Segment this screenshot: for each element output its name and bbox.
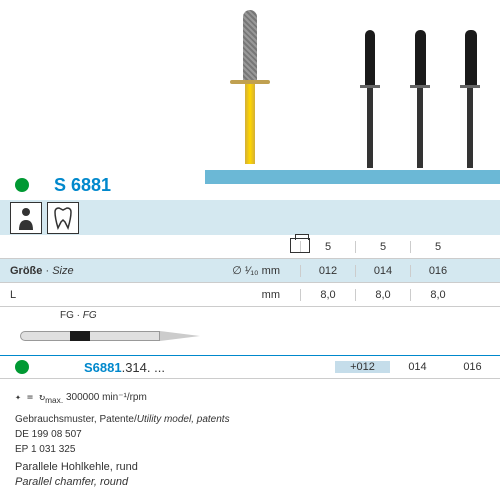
product-image-area bbox=[200, 0, 500, 170]
order-code-suffix: .314. ... bbox=[122, 360, 165, 375]
size-val-2: 014 bbox=[355, 265, 410, 277]
specs-section: ✦ = ↻max. 300000 min⁻¹/rpm Gebrauchsmust… bbox=[15, 390, 230, 457]
length-unit: mm bbox=[200, 289, 300, 301]
tooth-icon bbox=[47, 202, 79, 234]
patents-de: Gebrauchsmuster, Patente bbox=[15, 414, 134, 425]
fg-label-italic: FG bbox=[83, 310, 97, 321]
pkg-val-2: 5 bbox=[355, 241, 410, 253]
patents-en: Utility model, patents bbox=[137, 414, 230, 425]
size-unit: ∅ ¹⁄₁₀ mm bbox=[200, 264, 300, 277]
bur-silhouette-2 bbox=[415, 30, 425, 170]
patent-1: DE 199 08 507 bbox=[15, 427, 230, 442]
header-row: S 6881 bbox=[0, 170, 500, 200]
rpm-spec: 300000 min⁻¹/rpm bbox=[66, 392, 147, 403]
person-icon bbox=[10, 202, 42, 234]
fg-bur-illustration bbox=[20, 326, 220, 346]
patent-2: EP 1 031 325 bbox=[15, 442, 230, 457]
size-row: Größe · Size ∅ ¹⁄₁₀ mm 012 014 016 bbox=[0, 259, 500, 283]
order-code-row: S6881.314. ... +012 014 016 bbox=[0, 355, 500, 379]
size-val-1: 012 bbox=[300, 265, 355, 277]
product-code: S 6881 bbox=[54, 175, 111, 196]
code-dot bbox=[15, 360, 29, 374]
length-row: L mm 8,0 8,0 8,0 bbox=[0, 283, 500, 307]
spec-table: 5 5 5 Größe · Size ∅ ¹⁄₁₀ mm 012 014 016… bbox=[0, 235, 500, 307]
len-val-1: 8,0 bbox=[300, 289, 355, 301]
fg-label: FG bbox=[60, 310, 74, 321]
order-code-main: S6881 bbox=[84, 360, 122, 375]
main-bur-illustration bbox=[230, 10, 270, 170]
code-val-3: 016 bbox=[445, 361, 500, 373]
length-label: L bbox=[0, 289, 200, 301]
indicator-dot bbox=[15, 178, 29, 192]
size-label-en: Size bbox=[52, 265, 73, 277]
package-row: 5 5 5 bbox=[0, 235, 500, 259]
size-val-3: 016 bbox=[410, 265, 465, 277]
len-val-2: 8,0 bbox=[355, 289, 410, 301]
code-val-2: 014 bbox=[390, 361, 445, 373]
desc-de: Parallele Hohlkehle, rund bbox=[15, 460, 138, 475]
fg-section: FG · FG bbox=[0, 310, 500, 346]
bur-silhouette-1 bbox=[365, 30, 375, 170]
size-label-de: Größe bbox=[10, 265, 42, 277]
description: Parallele Hohlkehle, rund Parallel chamf… bbox=[15, 460, 138, 491]
package-icon bbox=[290, 238, 310, 253]
bur-silhouette-3 bbox=[465, 30, 475, 170]
icon-row bbox=[0, 200, 500, 235]
code-val-1: +012 bbox=[335, 361, 390, 373]
pkg-val-3: 5 bbox=[410, 241, 465, 253]
len-val-3: 8,0 bbox=[410, 289, 465, 301]
desc-en: Parallel chamfer, round bbox=[15, 475, 138, 490]
